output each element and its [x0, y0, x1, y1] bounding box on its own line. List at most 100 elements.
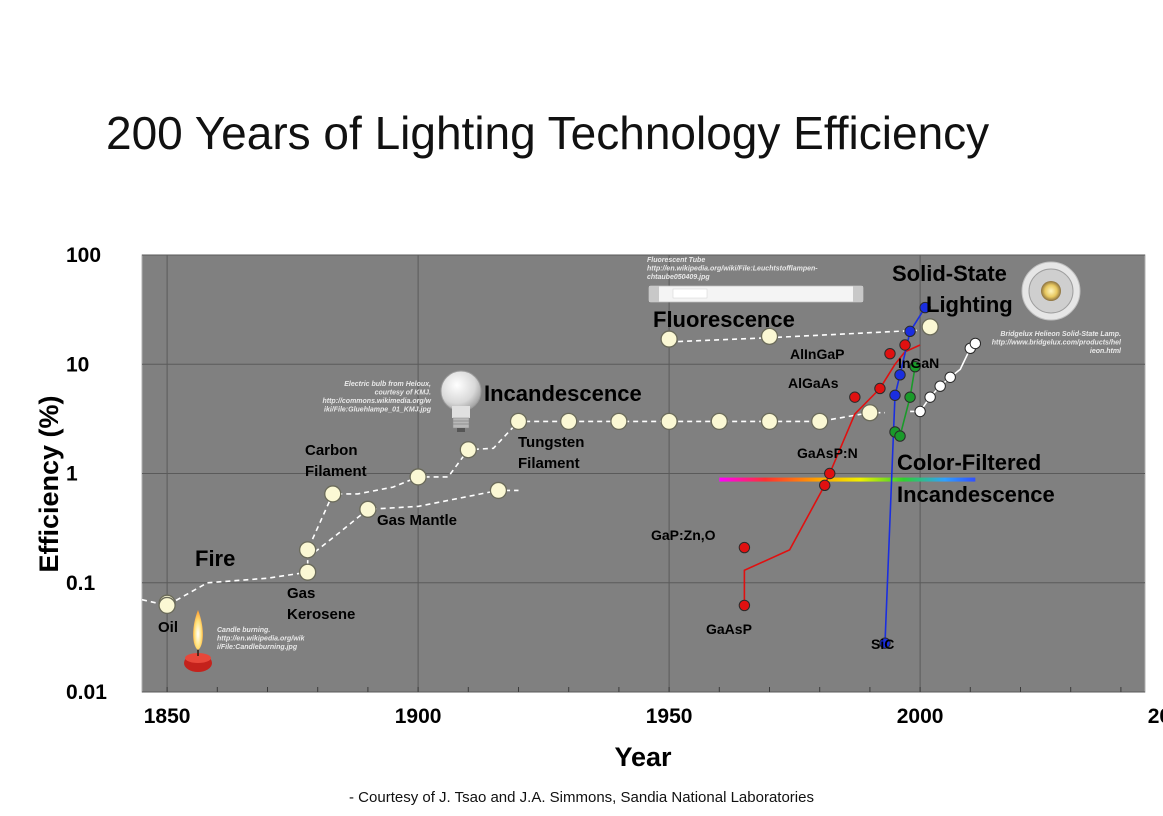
- data-point: [459, 441, 477, 459]
- label-incandescence: Incandescence: [484, 381, 642, 406]
- data-point: [921, 318, 939, 336]
- y-tick-label: 100: [66, 244, 101, 267]
- caption-line: http://en.wikipedia.org/wiki/File:Leucht…: [647, 266, 818, 273]
- y-tick-label: 0.01: [66, 681, 107, 704]
- y-tick-label: 0.1: [66, 572, 96, 595]
- y-tick-label: 10: [66, 353, 89, 376]
- data-point: [560, 412, 578, 431]
- label-ingan: InGaN: [898, 355, 939, 371]
- data-point: [879, 637, 891, 649]
- data-point: [760, 412, 779, 431]
- data-point: [660, 412, 678, 431]
- data-point: [660, 330, 678, 348]
- label-oil: Oil: [158, 619, 178, 636]
- data-point: [811, 412, 829, 431]
- label-algaas: AlGaAs: [788, 375, 839, 391]
- caption-line: chtaube050409.jpg: [647, 274, 710, 281]
- label-alingap: AlInGaP: [790, 346, 844, 362]
- label-tungsten: Tungsten: [518, 434, 584, 451]
- label-color-filtered: Color-Filtered: [897, 450, 1041, 475]
- y-tick-label: 1: [66, 463, 78, 486]
- data-point: [904, 391, 916, 403]
- label-sic: SiC: [871, 636, 894, 652]
- data-point: [299, 563, 317, 581]
- data-point: [874, 382, 886, 395]
- data-point: [919, 301, 931, 314]
- data-point: [914, 405, 926, 418]
- data-point: [889, 389, 901, 401]
- label-tungsten-filament: Filament: [518, 455, 580, 472]
- data-point: [509, 412, 528, 431]
- data-point: [760, 327, 779, 346]
- data-point: [610, 412, 628, 431]
- caption-line: courtesy of KMJ.: [375, 390, 431, 397]
- data-point: [894, 430, 906, 442]
- caption-line: Electric bulb from Heloux,: [344, 381, 431, 388]
- minor-ticks: [166, 687, 1122, 692]
- slide-title: 200 Years of Lighting Technology Efficie…: [106, 107, 990, 159]
- candle-image: [184, 610, 212, 672]
- caption-line: Candle burning.: [217, 627, 270, 634]
- data-point: [969, 337, 982, 350]
- fluorescent-tube-image: [648, 285, 864, 303]
- x-tick-label: 1950: [646, 705, 693, 728]
- label-gaasp: GaAsP: [706, 621, 752, 637]
- data-point: [884, 347, 896, 360]
- light-bulb-image: [440, 370, 482, 432]
- image-captions: Candle burning. http://en.wikipedia.org/w…: [217, 257, 1122, 651]
- label-gas-mantle: Gas Mantle: [377, 512, 457, 529]
- label-color-filtered-incandescence: Incandescence: [897, 482, 1055, 507]
- data-point: [944, 371, 956, 383]
- label-kerosene: Kerosene: [287, 606, 355, 623]
- bulb-caption: Electric bulb from Heloux, courtesy of KM…: [322, 381, 431, 414]
- data-point: [738, 541, 751, 554]
- caption-line: i/File:Candleburning.jpg: [217, 644, 298, 651]
- credit-line: - Courtesy of J. Tsao and J.A. Simmons, …: [349, 789, 814, 806]
- trend-line: [743, 344, 921, 606]
- label-carbon-filament: Filament: [305, 463, 367, 480]
- caption-line: Bridgelux Helieon Solid-State Lamp.: [1000, 331, 1121, 338]
- x-tick-label: 1850: [144, 705, 191, 728]
- label-carbon: Carbon: [305, 442, 358, 459]
- caption-line: Fluorescent Tube: [647, 257, 705, 264]
- y-axis-title: Efficiency (%): [34, 395, 64, 572]
- x-tick-label: 2000: [897, 705, 944, 728]
- data-point: [909, 360, 921, 373]
- data-point: [861, 404, 879, 422]
- data-point: [904, 325, 916, 338]
- label-gaaspn: GaAsP:N: [797, 445, 858, 461]
- data-point: [894, 369, 906, 381]
- label-fire: Fire: [195, 546, 235, 571]
- y-tick-labels: 0.01 0.1 1 10 100: [66, 244, 107, 704]
- data-point: [710, 412, 728, 431]
- x-tick-label: 1900: [395, 705, 442, 728]
- label-gas: Gas: [287, 585, 315, 602]
- annotations: Fire Oil Gas Kerosene Carbon Filament Ga…: [158, 261, 1055, 652]
- caption-line: ieon.html: [1090, 348, 1122, 355]
- data-point: [359, 500, 377, 518]
- data-point: [299, 541, 317, 559]
- data-point: [819, 479, 831, 491]
- x-tick-labels: 1850 1900 1950 2000 2050: [144, 705, 1163, 728]
- caption-line: http://en.wikipedia.org/wik: [217, 636, 306, 643]
- data-points: [158, 301, 982, 649]
- data-point: [899, 339, 911, 351]
- data-point: [738, 599, 751, 612]
- data-point: [824, 467, 836, 480]
- data-point: [924, 391, 936, 403]
- bridgelux-lamp-image: [1021, 261, 1081, 321]
- data-point: [934, 380, 946, 392]
- data-point: [158, 596, 176, 615]
- candle-caption: Candle burning. http://en.wikipedia.org/w…: [217, 627, 306, 651]
- label-solid-state: Solid-State: [892, 261, 1007, 286]
- tube-caption: Fluorescent Tube http://en.wikipedia.org/…: [647, 257, 818, 281]
- label-gapzno: GaP:Zn,O: [651, 527, 716, 543]
- caption-line: http://www.bridgelux.com/products/hel: [992, 340, 1122, 347]
- trend-line: [307, 489, 519, 559]
- label-lighting: Lighting: [926, 292, 1013, 317]
- x-axis-title: Year: [614, 742, 672, 772]
- caption-line: iki/File:Gluehlampe_01_KMJ.jpg: [324, 407, 432, 414]
- data-point: [409, 468, 427, 486]
- color-filtered-band: [719, 477, 976, 482]
